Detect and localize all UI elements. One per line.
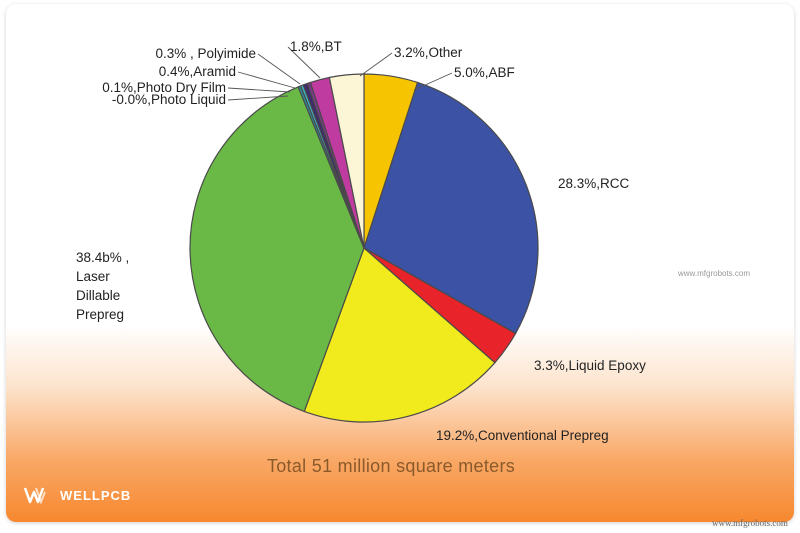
- wellpcb-logo-icon: [24, 487, 46, 504]
- pie-slice-4: [189, 86, 365, 413]
- brand-logo: WELLPCB: [24, 486, 131, 504]
- slice-label-4: 38.4b% , Laser Dillable Prepreg: [76, 250, 129, 322]
- leader-line-6: [227, 87, 291, 93]
- chart-caption: Total 51 million square meters: [266, 456, 516, 476]
- slice-label-8: 0.3% , Polyimide: [155, 46, 256, 61]
- slice-label-6: 0.1%,Photo Dry Film: [102, 80, 226, 95]
- pie-slice-1: [363, 81, 539, 335]
- brand-name: WELLPCB: [60, 487, 132, 503]
- site-url-small: www.mfgrobots.com: [678, 269, 751, 278]
- pie-chart: 5.0%,ABF 28.3%,RCC 3.3%,Liquid Epoxy 19.2%,…: [76, 39, 646, 443]
- slice-label-0: 5.0%,ABF: [454, 65, 515, 80]
- leader-line-8: [257, 53, 301, 85]
- slice-label-9: 1.8%,BT: [290, 39, 342, 54]
- slice-label-7: 0.4%,Aramid: [159, 64, 236, 79]
- watermark: www.mfgrobots.com: [712, 518, 788, 528]
- leader-line-10: [359, 52, 393, 77]
- pie-slice-10: [328, 73, 365, 249]
- slice-label-10: 3.2%,Other: [394, 45, 463, 60]
- leader-line-7: [237, 71, 296, 89]
- leader-line-9: [287, 46, 321, 79]
- slice-label-2: 3.3%,Liquid Epoxy: [534, 358, 646, 373]
- chart-card: 5.0%,ABF 28.3%,RCC 3.3%,Liquid Epoxy 19.2%,…: [6, 4, 794, 522]
- slice-label-5: -0.0%,Photo Liquid: [112, 92, 226, 107]
- slice-label-1: 28.3%,RCC: [558, 176, 630, 191]
- slice-label-3: 19.2%,Conventional Prepreg: [436, 428, 609, 443]
- leader-line-0: [413, 72, 453, 91]
- pie-slice-3: [303, 246, 496, 423]
- leader-line-5: [227, 95, 289, 101]
